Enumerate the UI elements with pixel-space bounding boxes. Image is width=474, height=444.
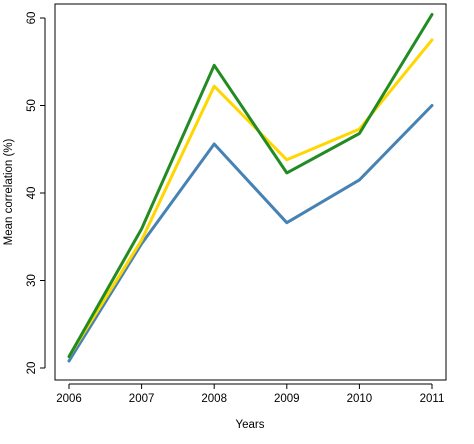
- y-tick-label: 20: [26, 362, 38, 375]
- y-tick-label: 30: [26, 274, 38, 287]
- x-tick-label: 2009: [274, 393, 300, 405]
- y-tick-label: 60: [26, 12, 38, 25]
- plot-area-box: [54, 3, 447, 381]
- y-axis: 20 30 40 50 60: [26, 12, 46, 375]
- x-tick-label: 2006: [56, 393, 82, 405]
- x-axis: 2006 2007 2008 2009 2010 2011: [56, 383, 445, 405]
- x-tick-label: 2007: [129, 393, 155, 405]
- series-line-2: [67, 38, 434, 359]
- x-tick-label: 2010: [347, 393, 373, 405]
- y-tick-label: 40: [26, 187, 38, 200]
- series-group: [67, 13, 434, 363]
- y-axis-title: Mean correlation (%): [3, 138, 15, 245]
- y-tick-label: 50: [26, 99, 38, 112]
- x-axis-title: Years: [236, 419, 265, 431]
- x-tick-label: 2008: [201, 393, 227, 405]
- x-tick-label: 2011: [420, 393, 445, 405]
- series-line-3: [67, 13, 434, 359]
- series-line-1: [67, 104, 434, 363]
